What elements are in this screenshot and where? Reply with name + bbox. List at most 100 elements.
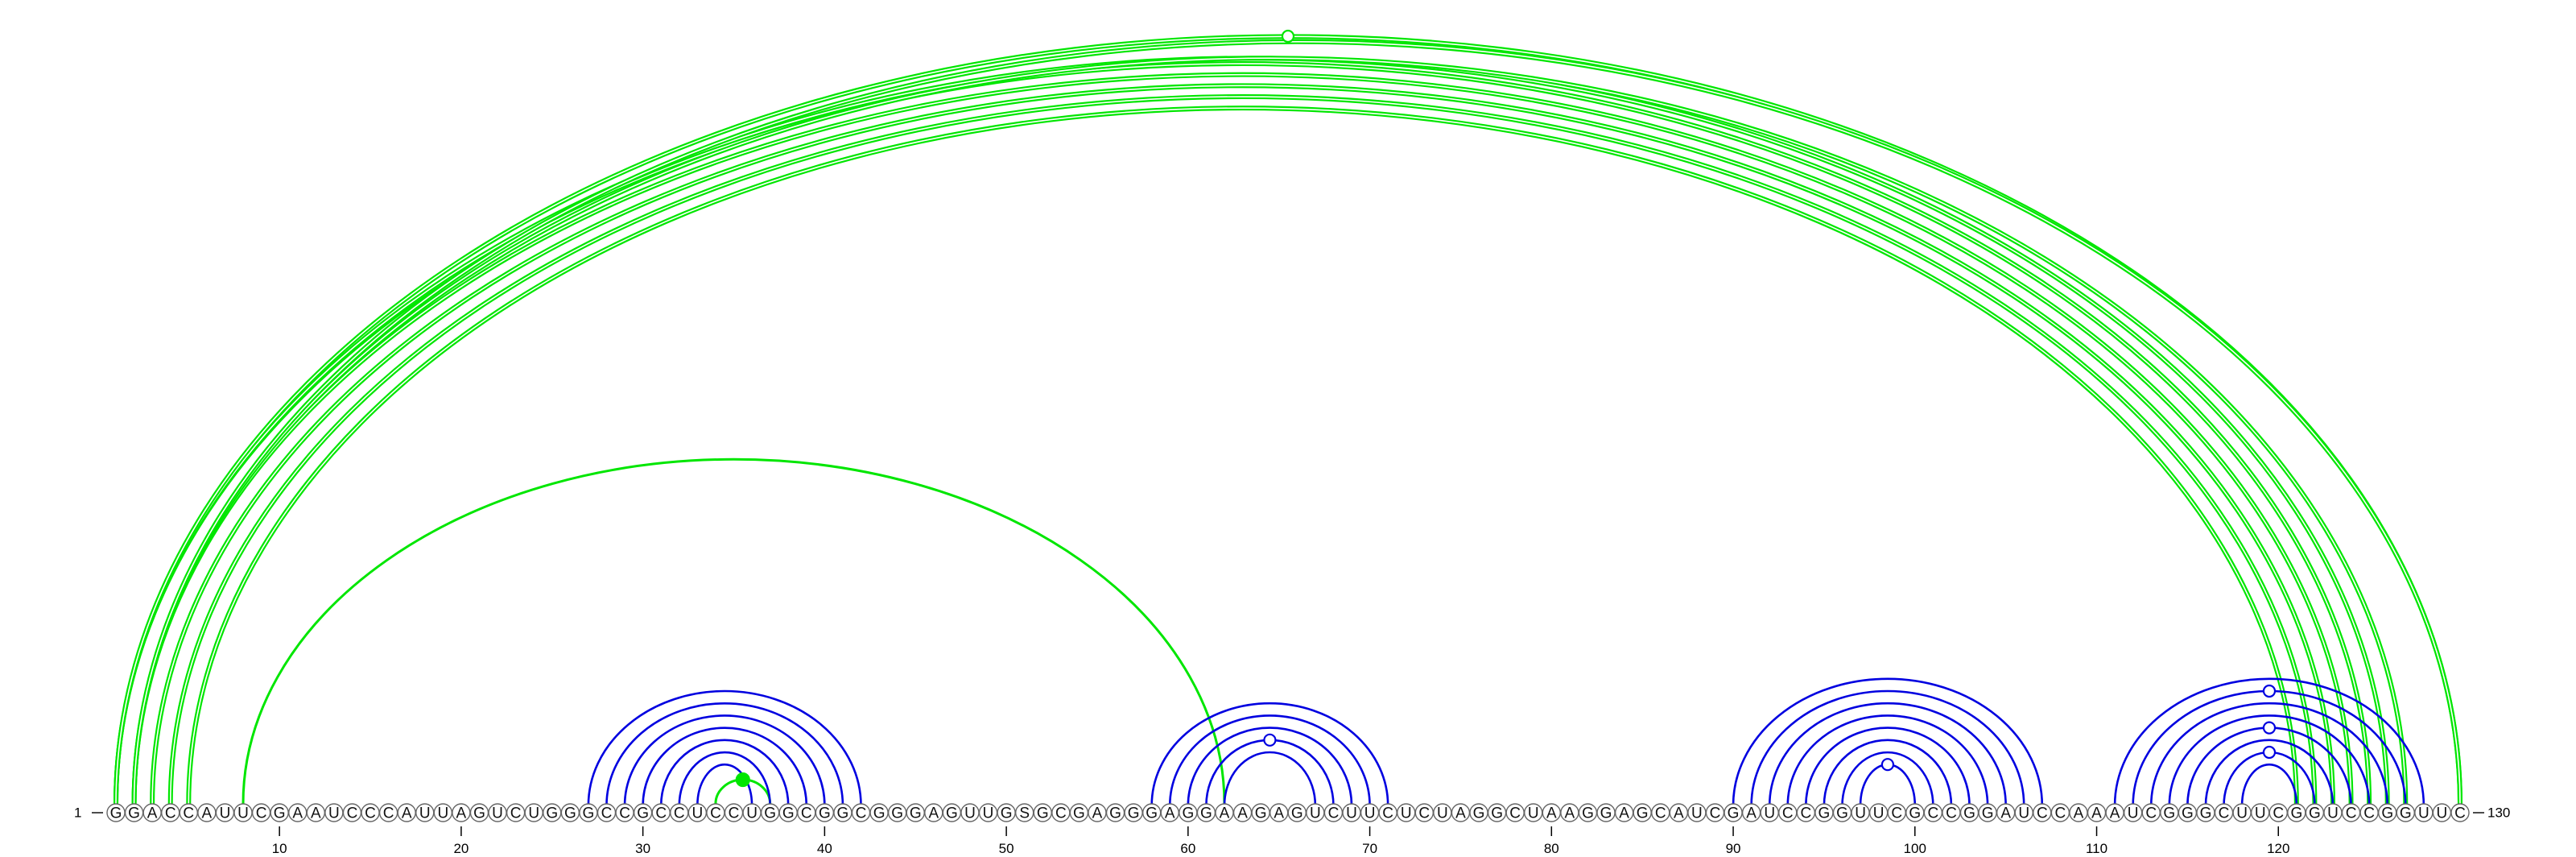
tick-30: 30 [635,826,650,856]
lower-arc-31-38 [659,739,790,806]
lower-arc-layer [587,677,2425,806]
nucleotide: U [742,803,762,822]
nucleotide-letter: G [764,805,776,822]
nucleotide-circle [2450,803,2470,822]
nucleotide-letter: A [1092,805,1103,822]
tick-label: 50 [999,841,1014,856]
nucleotide-letter: C [1328,805,1340,822]
nucleotide-letter: C [2145,805,2157,822]
tick-110: 110 [2086,826,2107,856]
nucleotide-letter: C [383,805,394,822]
nucleotide: C [1923,803,1943,822]
nucleotide-letter: A [1455,805,1466,822]
nucleotide: G [2287,803,2306,822]
nucleotide-letter: U [237,805,249,822]
nucleotide-letter: C [1418,805,1430,822]
nucleotide-letter: G [2309,805,2321,822]
nucleotide-letter: C [1927,805,1938,822]
lower-arc-90-107 [1732,677,2044,806]
nucleotide: A [306,803,326,822]
tick-label: 90 [1726,841,1741,856]
nucleotide: C [724,803,744,822]
nucleotide-letter: G [1473,805,1485,822]
nucleotide: G [1832,803,1852,822]
nucleotide: C [1796,803,1816,822]
nucleotide-letter: G [1491,805,1503,822]
nucleotide-letter: C [2346,805,2357,822]
upper-arc-gap-2-124 [133,73,2352,805]
nucleotide-letter: S [1019,805,1030,822]
tick-label: 30 [635,841,650,856]
nucleotide: G [1633,803,1652,822]
nucleotide-letter: G [1728,805,1740,822]
position-axis: 10 20 30 40 50 60 70 80 90 100 110 120 [272,826,2289,856]
nucleotide: G [869,803,889,822]
lower-arc-93-104 [1786,714,1989,806]
lower-arc-29-40 [623,714,826,806]
nucleotide: U [1760,803,1779,822]
upper-arc-gap-2-127 [133,57,2407,805]
nucleotide-letter: G [583,805,595,822]
nucleotide-letter: U [746,805,758,822]
lower-arc-60-69 [1187,727,1353,806]
nucleotide-letter: U [2236,805,2248,822]
tick-label: 120 [2267,841,2289,856]
lower-arc-32-37 [678,751,771,806]
nucleotide: U [324,803,344,822]
nucleotide-letter: C [601,805,613,822]
nucleotide: U [1306,803,1325,822]
nucleotide: G [1487,803,1507,822]
nucleotide-letter: A [202,805,213,822]
nucleotide: A [1996,803,2016,822]
nucleotide-letter: U [2418,805,2429,822]
nucleotide: G [1196,803,1216,822]
upper-arc-2-127 [131,56,2409,805]
nucleotide-letter: C [2219,805,2230,822]
nucleotide-letter: C [510,805,522,822]
marker-layer [735,29,2277,788]
lower-arc-96-101 [1841,751,1934,806]
nucleotide: A [2105,803,2124,822]
nucleotide-letter: G [1982,805,1994,822]
nucleotide-letter: U [2128,805,2139,822]
nucleotide: G [1105,803,1125,822]
nucleotide: A [197,803,217,822]
nucleotide: U [1687,803,1707,822]
nucleotide: A [1614,803,1634,822]
nucleotide: C [361,803,380,822]
nucleotide: G [906,803,925,822]
nucleotide-letter: U [528,805,539,822]
nucleotide-letter: U [1364,805,1376,822]
nucleotide: C [2141,803,2161,822]
nucleotide-letter: G [564,805,576,822]
lower-arc-118-121 [2240,764,2298,806]
nucleotide-letter: A [402,805,412,822]
nucleotide: A [2069,803,2088,822]
nucleotide: C [506,803,526,822]
nucleotide-letter: C [710,805,721,822]
lower-arc-28-41 [605,702,844,806]
upper-arc-gap-1-125 [116,64,2369,804]
nucleotide: G [2178,803,2198,822]
nucleotide: C [2450,803,2470,822]
nucleotide-letter: G [1200,805,1212,822]
nucleotide-letter: G [1073,805,1085,822]
nucleotide: A [452,803,471,822]
nucleotide-letter: A [2074,805,2084,822]
nucleotide: C [2359,803,2379,822]
nucleotide: C [797,803,816,822]
nucleotide-letter: U [1691,805,1703,822]
tick-120: 120 [2267,826,2289,856]
nucleotide-letter: G [873,805,886,822]
nucleotide-letter: G [2290,805,2302,822]
nucleotide-letter: G [782,805,795,822]
nucleotide-letter: A [1565,805,1575,822]
nucleotide: A [1542,803,1562,822]
nucleotide-letter: A [1746,805,1757,822]
nucleotide-letter: U [983,805,994,822]
nucleotide-letter: G [1637,805,1649,822]
nucleotide-letter: A [1274,805,1284,822]
nucleotide-letter: C [347,805,358,822]
lower-arc-111-128 [2113,678,2425,806]
nucleotide: G [833,803,852,822]
